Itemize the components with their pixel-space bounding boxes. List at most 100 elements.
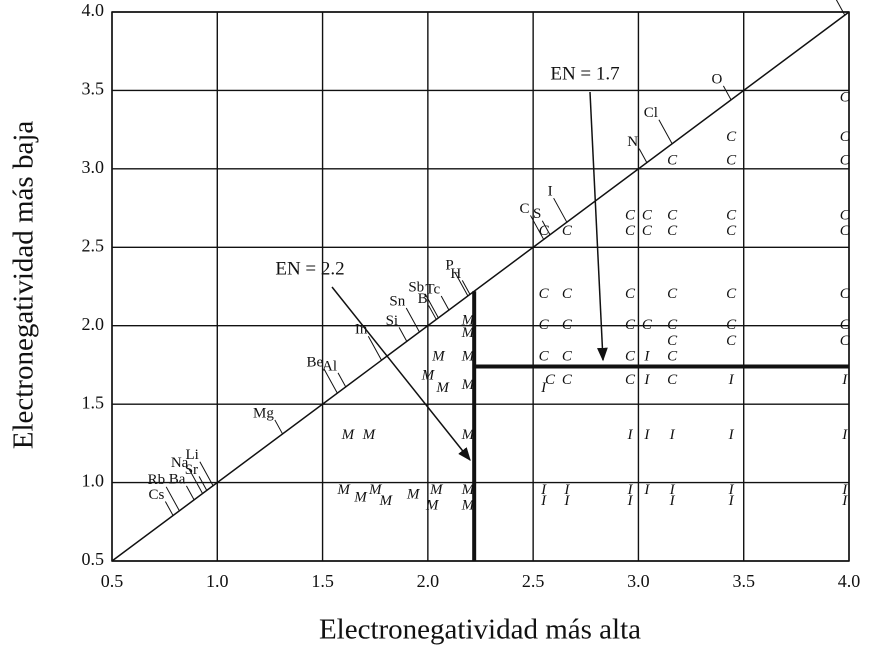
point-marker: I	[563, 493, 570, 509]
x-tick-label: 0.5	[101, 571, 124, 591]
point-marker: M	[429, 482, 444, 498]
point-marker: C	[625, 223, 636, 239]
element-label: Be	[306, 355, 323, 371]
diagonal	[111, 11, 850, 562]
leader-line	[530, 215, 545, 240]
point-marker: I	[627, 427, 634, 443]
leader-line	[274, 419, 284, 435]
point-marker: C	[667, 152, 678, 168]
point-marker: C	[840, 317, 851, 333]
point-marker: C	[840, 333, 851, 349]
point-marker: I	[563, 482, 570, 498]
point-marker: C	[562, 223, 573, 239]
point-marker: C	[667, 286, 678, 302]
point-marker: M	[406, 487, 421, 503]
point-marker: M	[461, 377, 476, 393]
leader-line	[541, 220, 551, 235]
element-label: Li	[186, 447, 199, 463]
annotation: EN = 1.7	[550, 63, 619, 84]
point-marker: M	[461, 325, 476, 341]
point-marker: C	[667, 372, 678, 388]
point-marker: I	[728, 493, 735, 509]
point-marker: I	[540, 493, 547, 509]
leader-line	[198, 476, 208, 491]
y-tick-label: 3.0	[82, 157, 105, 177]
leader-line	[835, 0, 846, 16]
leader-line	[454, 271, 469, 297]
point-marker: C	[726, 286, 737, 302]
point-marker: I	[841, 482, 848, 498]
point-marker: I	[669, 493, 676, 509]
element-label: O	[712, 71, 723, 87]
x-axis-label: Electronegatividad más alta	[319, 614, 641, 646]
point-marker: M	[368, 482, 383, 498]
point-marker: M	[353, 490, 368, 506]
point-marker: C	[562, 317, 573, 333]
point-marker: I	[728, 427, 735, 443]
point-marker: I	[643, 372, 650, 388]
y-tick-label: 2.0	[82, 314, 105, 334]
element-label: S	[533, 206, 541, 222]
leader-line	[638, 148, 648, 163]
x-tick-label: 3.0	[627, 571, 650, 591]
y-tick-label: 4.0	[82, 0, 105, 20]
point-marker: I	[841, 372, 848, 388]
leader-line	[199, 461, 214, 486]
point-marker: C	[840, 286, 851, 302]
leader-line	[188, 469, 203, 494]
point-marker: I	[540, 380, 547, 396]
plot-frame	[111, 11, 850, 562]
y-axis-label: Electronegatividad más baja	[8, 121, 40, 450]
point-marker: M	[431, 349, 446, 365]
point-marker: C	[539, 286, 550, 302]
point-marker: I	[643, 482, 650, 498]
point-marker: M	[461, 498, 476, 514]
point-marker: I	[643, 427, 650, 443]
leader-line	[658, 119, 673, 145]
element-label: Na	[171, 455, 189, 471]
point-marker: C	[562, 286, 573, 302]
leader-line	[424, 293, 439, 319]
point-marker: C	[545, 372, 556, 388]
point-marker: M	[435, 380, 450, 396]
point-marker: C	[642, 207, 653, 223]
point-marker: C	[625, 349, 636, 365]
element-label: In	[355, 322, 368, 338]
point-marker: C	[667, 333, 678, 349]
element-label: I	[548, 184, 553, 200]
annotation: EN = 2.2	[275, 258, 344, 279]
point-marker: M	[378, 493, 393, 509]
point-marker: C	[562, 372, 573, 388]
y-tick-label: 1.0	[82, 471, 105, 491]
point-marker: I	[669, 482, 676, 498]
point-marker: M	[341, 427, 356, 443]
element-label: Si	[386, 313, 399, 329]
x-tick-label: 2.0	[417, 571, 440, 591]
y-tick-label: 1.5	[82, 392, 105, 412]
leader-line	[405, 307, 420, 333]
point-marker: C	[625, 207, 636, 223]
x-tick-label: 1.5	[311, 571, 334, 591]
leader-line	[398, 327, 408, 342]
point-marker: M	[425, 498, 440, 514]
leader-line	[461, 280, 471, 295]
point-marker: C	[642, 223, 653, 239]
point-marker: M	[421, 367, 436, 383]
leader-line	[164, 501, 174, 516]
point-marker: C	[625, 286, 636, 302]
element-label: N	[627, 134, 638, 150]
point-marker: C	[726, 207, 737, 223]
point-marker: I	[728, 372, 735, 388]
arrow	[589, 91, 608, 362]
point-marker: C	[840, 152, 851, 168]
x-tick-label: 3.5	[732, 571, 755, 591]
point-marker: M	[336, 482, 351, 498]
point-marker: C	[840, 223, 851, 239]
point-marker: M	[461, 427, 476, 443]
element-label: H	[450, 266, 461, 282]
element-label: Sr	[185, 462, 198, 478]
point-marker: C	[726, 333, 737, 349]
leader-line	[185, 485, 195, 501]
y-tick-label: 0.5	[82, 549, 105, 569]
